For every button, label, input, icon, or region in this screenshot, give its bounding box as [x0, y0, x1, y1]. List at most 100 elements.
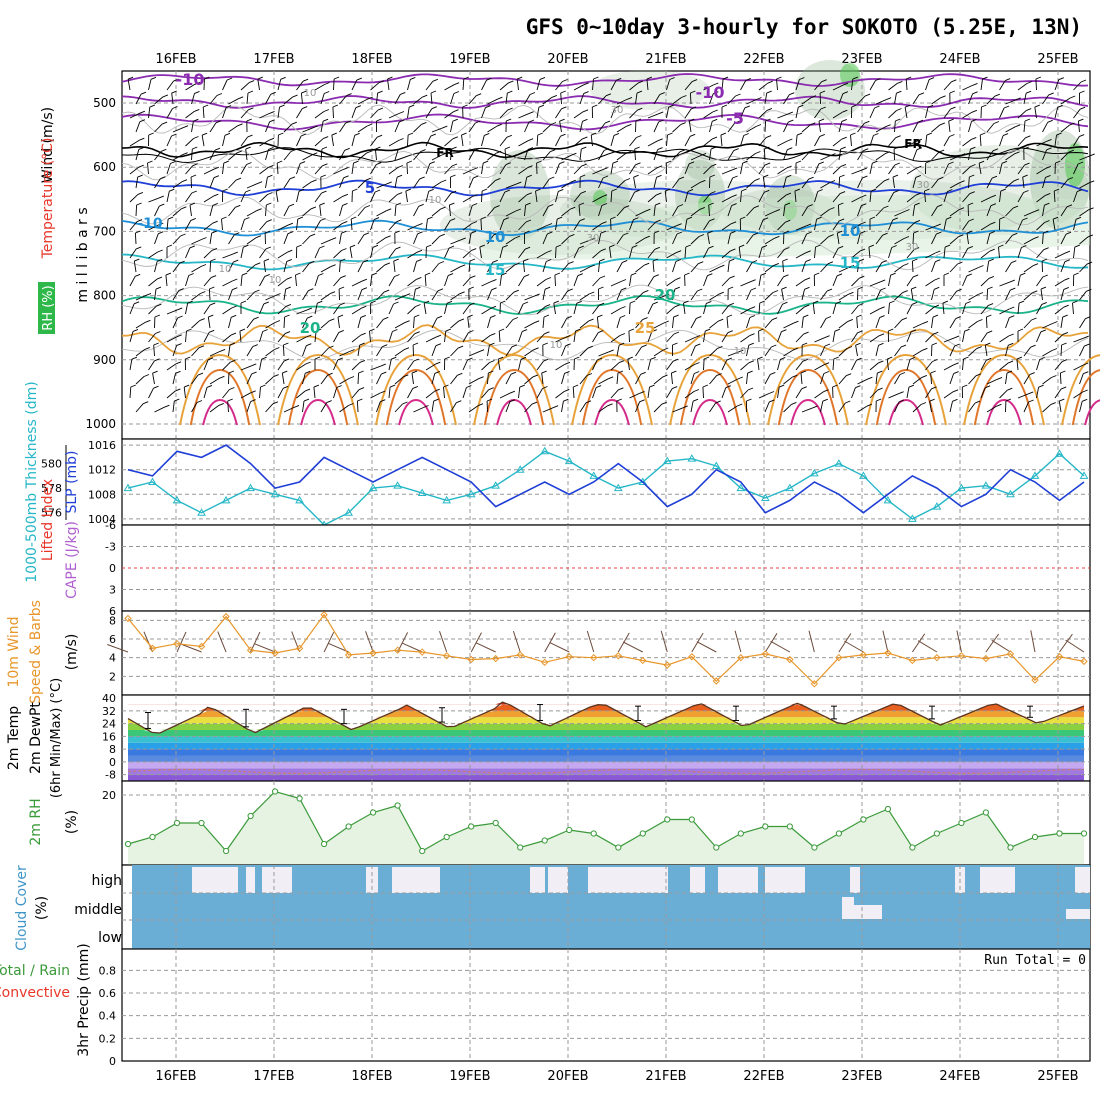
wind-barb-flag	[286, 276, 292, 280]
wind-barb	[257, 79, 260, 91]
wind-barb-flag	[763, 174, 769, 178]
wind-barb-flag	[953, 362, 959, 366]
wind-barb	[851, 223, 861, 231]
wind-barb-flag	[1023, 146, 1029, 150]
rh-marker	[982, 809, 990, 816]
wind-barb-flag	[898, 399, 905, 403]
wind-barb-flag	[139, 110, 146, 114]
wind-barb-flag	[434, 370, 440, 374]
wind-barb-flag	[576, 300, 582, 304]
wind-barb	[431, 345, 437, 357]
wind-barb-flag	[768, 391, 775, 394]
wind-barb	[1005, 289, 1011, 301]
wind-barb-flag	[219, 348, 226, 352]
wind-barb-flag	[285, 286, 291, 290]
wind-barb-flag	[949, 134, 955, 137]
wind-barb-flag	[398, 111, 405, 114]
wind-barb-flag	[560, 133, 566, 137]
wind-barb-flag	[887, 356, 893, 360]
wind-barb-flag	[172, 106, 178, 109]
surface-wind-barb	[1059, 633, 1073, 653]
wind-barb-flag	[469, 302, 475, 306]
wind-barb	[450, 320, 460, 329]
wind-barb	[240, 136, 248, 147]
wind-barb	[1073, 391, 1083, 399]
wind-barb	[857, 405, 868, 413]
wind-barb-flag	[613, 132, 620, 136]
wind-barb	[222, 135, 226, 147]
wind-barb	[998, 246, 1000, 259]
thickness-marker	[932, 502, 942, 510]
wind-barb-flag	[803, 314, 809, 318]
wind-barb-flag	[915, 192, 921, 196]
wind-barb-flag	[207, 357, 214, 361]
wind-barb	[277, 224, 289, 231]
wind-barb	[351, 79, 358, 91]
wind-barb	[783, 376, 793, 385]
rh-marker	[1007, 844, 1014, 851]
wind-barb	[524, 121, 530, 133]
wind-barb-flag	[1084, 343, 1090, 347]
wind-barb-flag	[1039, 357, 1045, 360]
wind-barb-flag	[416, 276, 422, 280]
wind-barb	[962, 84, 973, 91]
wind-barb	[579, 320, 589, 329]
wind-barb	[869, 163, 873, 175]
precip-panel: 0.80.60.40.20 Run Total = 0 Total / Rain…	[0, 943, 1091, 1068]
wind-barb	[727, 122, 735, 133]
wind-barb-flag	[159, 203, 165, 207]
wind-barb	[487, 234, 495, 245]
wind-barb	[339, 260, 341, 273]
wind-barb-flag	[1067, 177, 1074, 180]
wind-barb-flag	[1085, 316, 1091, 320]
wind-barb-flag	[550, 122, 557, 125]
wind-barb-flag	[157, 249, 163, 253]
wind-barb-flag	[1064, 250, 1071, 254]
wind-barb	[746, 153, 756, 161]
wind-barb	[931, 317, 934, 329]
wind-barb-flag	[211, 230, 217, 234]
wind-barb-flag	[875, 78, 881, 81]
wind-barb	[783, 349, 794, 357]
wind-barb	[265, 204, 267, 217]
wind-barb-flag	[678, 176, 685, 180]
rh-blob	[1065, 143, 1085, 187]
wind-barb-flag	[567, 288, 573, 292]
wind-barb-flag	[175, 370, 181, 374]
wind-barb	[647, 303, 654, 315]
wind-barb-flag	[726, 357, 732, 361]
wind-barb	[536, 360, 544, 371]
wind-barb-flag	[729, 258, 735, 262]
wind-barb	[832, 138, 842, 147]
wind-barb-flag	[823, 362, 830, 366]
wind-barb-flag	[481, 188, 488, 192]
wind-barb-flag	[748, 342, 754, 346]
wind-barb	[154, 233, 159, 245]
wind-barb	[536, 388, 543, 399]
wind-barb-flag	[601, 203, 608, 206]
wind-barb	[518, 194, 528, 203]
wind-barb	[388, 167, 399, 175]
wind-barb-flag	[417, 231, 423, 235]
wind-barb	[462, 304, 470, 315]
wind-barb-flag	[564, 370, 570, 374]
wind-barb-flag	[562, 79, 568, 82]
wind-barb	[684, 163, 690, 175]
thickness-marker	[221, 495, 231, 504]
wind-barb	[962, 275, 968, 287]
wind-barb-flag	[645, 208, 651, 212]
wind-barb-flag	[755, 151, 761, 154]
wind-barb	[209, 149, 216, 161]
wind-barb	[222, 389, 230, 399]
wind-barb-flag	[909, 356, 916, 360]
wind-barb	[499, 247, 504, 259]
wind-barb	[740, 190, 742, 203]
temp-contour-label: 20	[655, 286, 676, 304]
wind-barb	[351, 163, 354, 175]
wind-barb-flag	[507, 90, 513, 94]
wind-barb-flag	[367, 123, 373, 127]
wind-barb-flag	[475, 120, 481, 124]
wind-barb	[1042, 205, 1045, 217]
wind-barb-flag	[264, 230, 271, 234]
wind-barb-flag	[821, 79, 827, 83]
